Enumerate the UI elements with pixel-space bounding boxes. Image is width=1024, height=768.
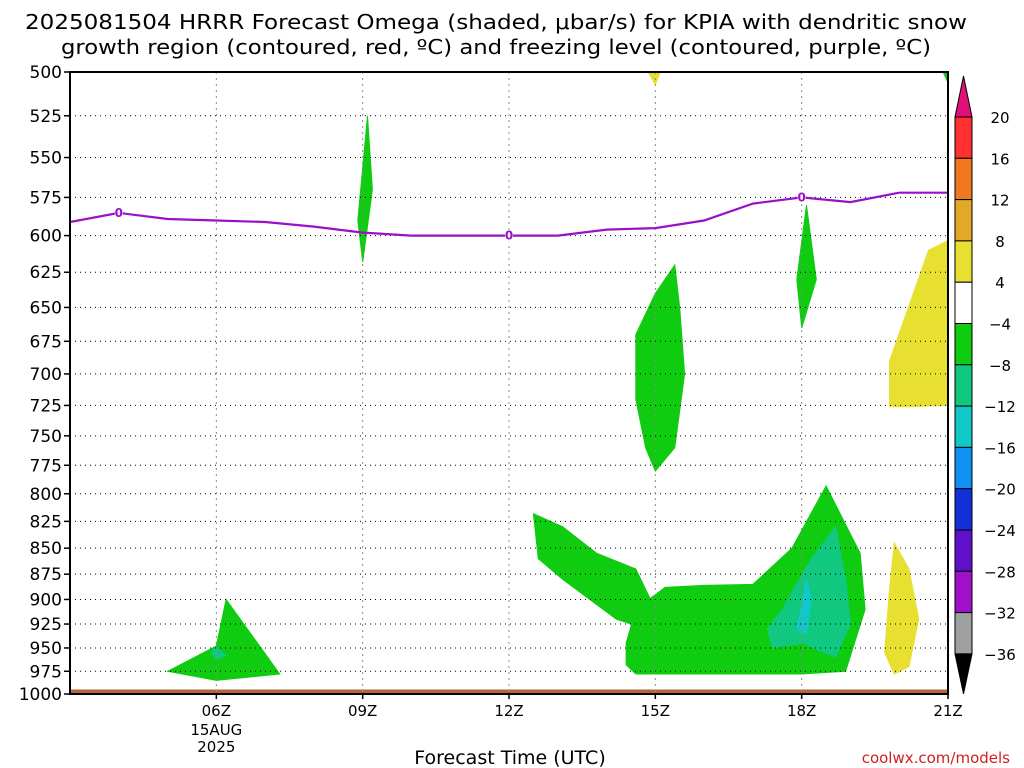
omega-region-10 (884, 541, 920, 675)
colorbar-top-arrow (954, 75, 973, 118)
colorbar-label-5: −4 (989, 316, 1011, 334)
freezing-label-bg-2 (797, 191, 806, 204)
y-tick-label-525: 525 (30, 107, 62, 127)
colorbar-label-12: −32 (984, 605, 1016, 623)
y-tick-label-650: 650 (30, 298, 62, 318)
colorbar-box-1 (954, 157, 973, 201)
y-tick-label-575: 575 (30, 188, 62, 208)
watermark: coolwx.com/models (862, 749, 1010, 767)
chart-title-line1: 2025081504 HRRR Forecast Omega (shaded, … (25, 10, 967, 34)
freezing-level-line (70, 191, 948, 237)
freezing-label-bg-0 (114, 206, 123, 219)
colorbar-box-7 (954, 405, 973, 448)
y-tick-label-550: 550 (30, 149, 62, 169)
y-tick-label-825: 825 (30, 512, 62, 532)
y-tick-label-725: 725 (30, 396, 62, 416)
y-tick-label-1000: 1000 (19, 685, 62, 705)
y-tick-label-700: 700 (30, 365, 62, 385)
colorbar-label-4: 4 (995, 274, 1005, 292)
freezing-label-1: 0 (505, 229, 513, 243)
colorbar: 20 16 12 8 4 −4 −8 −12 −16 −20 −24 −28 −32 −36 (954, 75, 1016, 695)
colorbar-box-6 (954, 364, 973, 407)
freezing-label-bg-1 (505, 229, 513, 242)
colorbar-label-0: 20 (990, 109, 1009, 127)
y-tick-label-675: 675 (30, 332, 62, 352)
x-tick-label-15Z: 15Z (641, 702, 670, 720)
y-tick-label-625: 625 (30, 263, 62, 283)
y-tick-label-500: 500 (30, 63, 62, 83)
colorbar-box-10 (954, 529, 973, 572)
x-date-label-1: 2025 (197, 738, 235, 756)
colorbar-label-2: 12 (990, 192, 1009, 210)
colorbar-label-6: −8 (989, 357, 1011, 375)
omega-shading (166, 72, 948, 681)
omega-region-15 (942, 72, 948, 84)
colorbar-label-8: −16 (984, 439, 1016, 457)
y-tick-label-750: 750 (30, 427, 62, 447)
x-tick-label-21Z: 21Z (933, 702, 962, 720)
y-tick-label-950: 950 (30, 639, 62, 659)
colorbar-bottom-arrow (954, 653, 973, 695)
y-axis: 500 525 550 575 600 625 650 675 700 725 750 775 800 8… (19, 63, 70, 705)
colorbar-box-11 (954, 570, 973, 614)
freezing-level-contour: 0 0 0 (70, 190, 948, 243)
colorbar-box-9 (954, 488, 973, 531)
omega-region-1 (210, 645, 228, 660)
omega-region-8 (796, 579, 812, 635)
y-tick-label-800: 800 (30, 485, 62, 505)
colorbar-box-0 (954, 116, 973, 159)
x-axis-label: Forecast Time (UTC) (414, 747, 605, 768)
colorbar-label-7: −12 (984, 398, 1016, 416)
y-tick-label-975: 975 (30, 662, 62, 682)
colorbar-label-11: −28 (984, 563, 1016, 581)
omega-region-4 (635, 263, 686, 472)
x-tick-label-18Z: 18Z (787, 702, 816, 720)
colorbar-box-5 (954, 323, 973, 366)
colorbar-box-8 (954, 446, 973, 490)
omega-region-9 (889, 239, 948, 408)
x-tick-label-09Z: 09Z (348, 702, 377, 720)
y-tick-label-600: 600 (30, 227, 62, 247)
colorbar-label-10: −24 (984, 522, 1016, 540)
omega-region-5 (796, 205, 817, 329)
y-tick-label-875: 875 (30, 565, 62, 585)
y-tick-label-900: 900 (30, 590, 62, 610)
freezing-label-0: 0 (115, 206, 123, 220)
y-tick-label-850: 850 (30, 539, 62, 559)
omega-region-0 (166, 598, 281, 681)
freezing-label-2: 0 (797, 190, 805, 204)
colorbar-box-12 (954, 612, 973, 655)
colorbar-box-4 (954, 281, 973, 325)
x-tick-label-12Z: 12Z (494, 702, 523, 720)
plot-area: 0 0 0 (69, 71, 949, 695)
y-tick-label-775: 775 (30, 456, 62, 476)
colorbar-box-2 (954, 199, 973, 242)
y-tick-label-925: 925 (30, 615, 62, 635)
omega-region-14 (647, 72, 661, 86)
x-tick-label-06Z: 06Z (202, 702, 231, 720)
colorbar-label-3: 8 (995, 233, 1005, 251)
colorbar-label-9: −20 (984, 481, 1016, 499)
colorbar-label-13: −36 (984, 646, 1016, 664)
colorbar-label-1: 16 (990, 150, 1009, 168)
x-date-label-0: 15AUG (190, 721, 242, 739)
omega-region-2 (357, 115, 373, 263)
colorbar-box-3 (954, 240, 973, 283)
chart-title-line2: growth region (contoured, red, ºC) and f… (61, 35, 931, 59)
